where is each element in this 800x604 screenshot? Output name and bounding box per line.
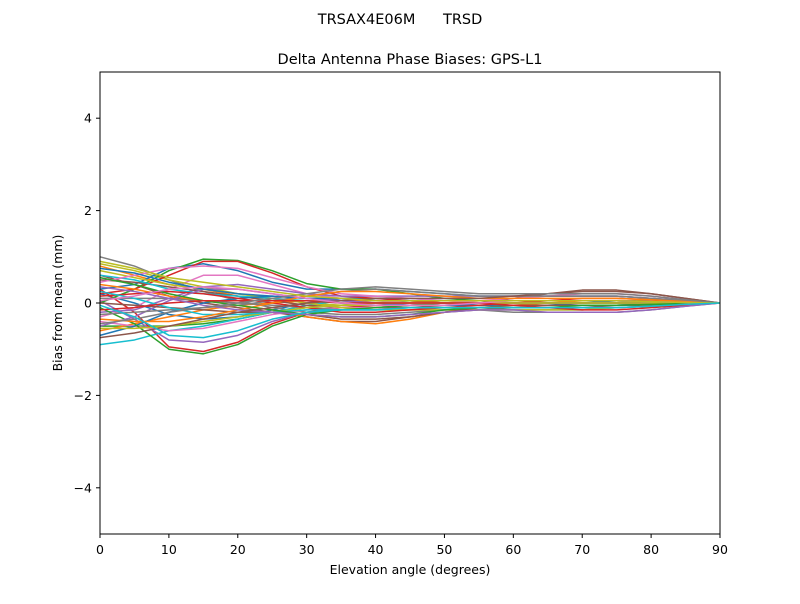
series-line-40: [99, 302, 721, 339]
series-line-39: [99, 260, 721, 304]
x-tick-label: 30: [299, 542, 315, 557]
y-tick-label: 4: [84, 111, 92, 126]
x-tick-label: 20: [230, 542, 246, 557]
x-tick-label: 70: [574, 542, 590, 557]
series-layer: [99, 256, 721, 355]
x-tick-label: 90: [712, 542, 728, 557]
y-tick-label: 0: [84, 296, 92, 311]
y-tick-label: −4: [74, 480, 92, 495]
y-axis-ticks: −4 −2 0 2 4: [74, 111, 100, 495]
x-axis-ticks: 0 10 20 30 40 50 60 70 80 90: [96, 534, 728, 557]
figure-suptitle: TRSAX4E06M TRSD: [317, 12, 483, 28]
x-tick-label: 80: [643, 542, 659, 557]
series-line-32: [99, 290, 721, 323]
x-tick-label: 0: [96, 542, 104, 557]
series-line-35: [99, 286, 721, 318]
x-axis-label: Elevation angle (degrees): [330, 562, 491, 577]
series-line-36: [99, 290, 721, 339]
y-axis-label: Bias from mean (mm): [50, 235, 65, 372]
series-line-38: [99, 286, 721, 325]
y-tick-label: −2: [74, 388, 92, 403]
x-tick-label: 50: [436, 542, 452, 557]
x-tick-label: 60: [505, 542, 521, 557]
plot-frame: [99, 71, 721, 535]
chart-title: Delta Antenna Phase Biases: GPS-L1: [278, 52, 543, 68]
x-tick-label: 10: [161, 542, 177, 557]
series-line-34: [99, 299, 721, 311]
y-tick-label: 2: [84, 203, 92, 218]
x-tick-label: 40: [368, 542, 384, 557]
